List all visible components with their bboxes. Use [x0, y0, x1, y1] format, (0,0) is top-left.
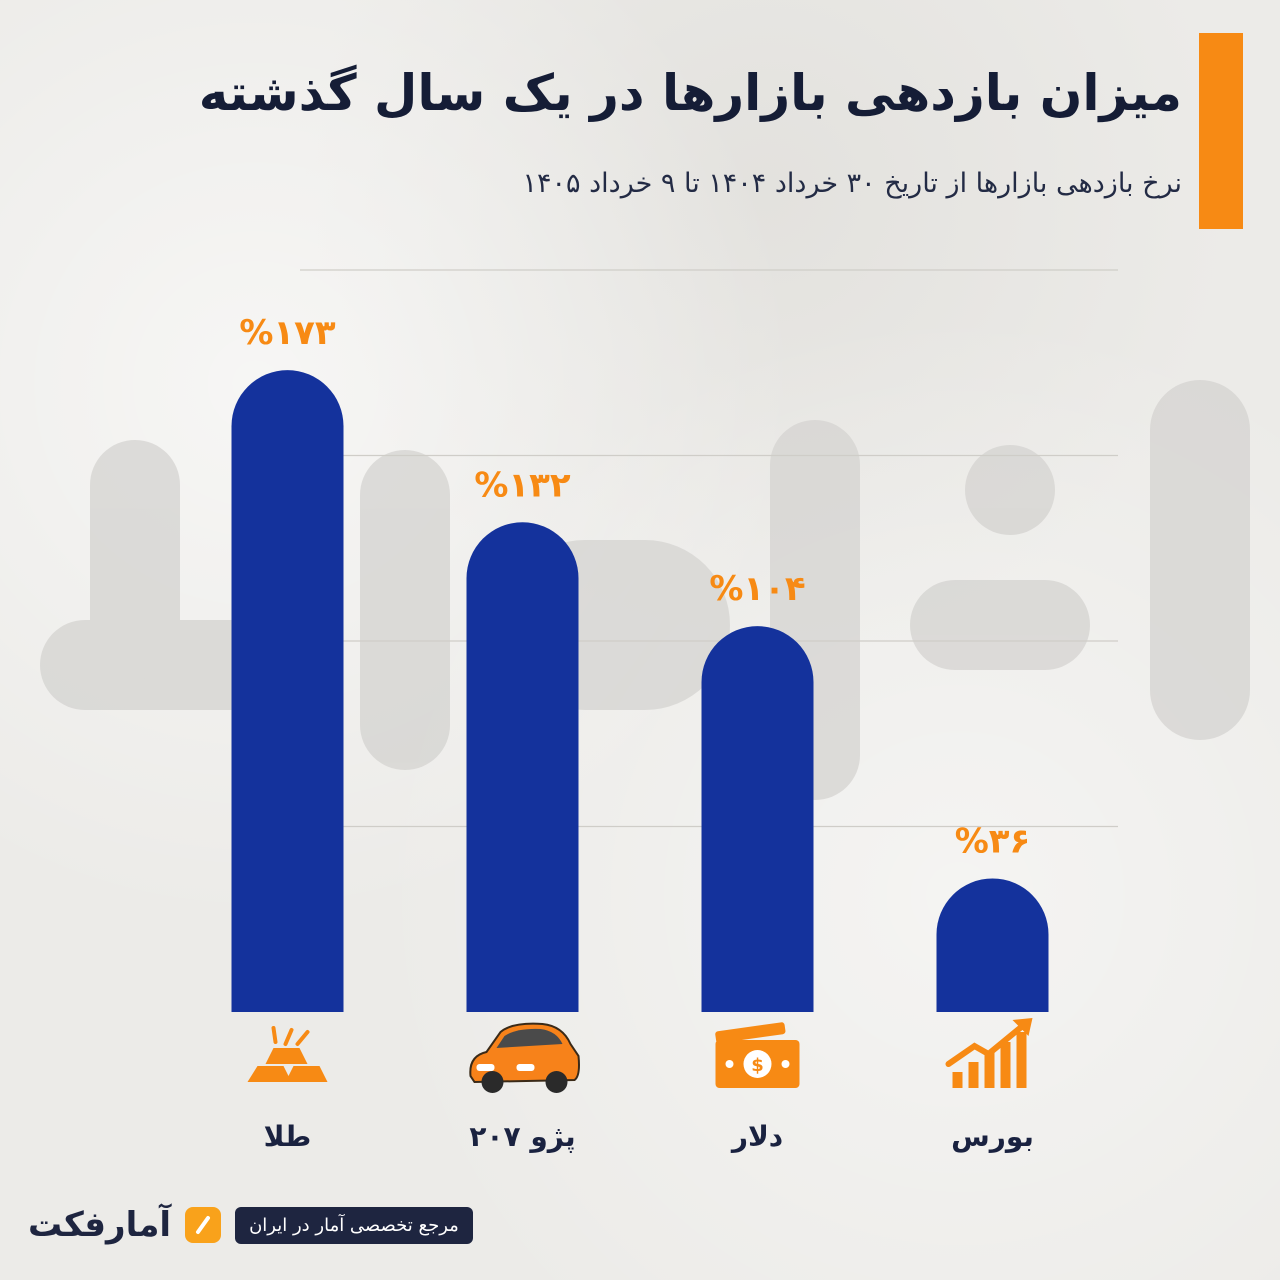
brand-logo: آمارفکت — [28, 1205, 172, 1245]
data-label: %۱۷۳ — [239, 313, 336, 353]
banknote-icon: $ — [715, 1022, 800, 1088]
bar — [466, 522, 579, 1012]
brand-mark-icon — [185, 1207, 222, 1243]
brand-tagline: مرجع تخصصی آمار در ایران — [235, 1206, 473, 1244]
category-label: دلار — [730, 1120, 783, 1153]
stock-growth-icon — [945, 1018, 1033, 1088]
bar — [231, 370, 344, 1012]
bar — [936, 878, 1049, 1012]
chart-title: میزان بازدهی بازارها در یک سال گذشته — [198, 64, 1182, 122]
category-label: پژو ۲۰۷ — [469, 1120, 575, 1153]
chart-subtitle: نرخ بازدهی بازارها از تاریخ ۳۰ خرداد ۱۴۰… — [522, 168, 1182, 199]
data-label: %۱۰۴ — [709, 569, 805, 609]
category-label: طلا — [264, 1120, 312, 1153]
data-label: %۳۶ — [955, 821, 1031, 861]
title-accent-bar — [1199, 33, 1243, 229]
category-label: بورس — [951, 1120, 1034, 1153]
footer: آمارفکت مرجع تخصصی آمار در ایران — [28, 1198, 473, 1252]
svg-text:$: $ — [751, 1055, 764, 1076]
data-label: %۱۳۲ — [474, 465, 571, 505]
car-icon — [469, 1022, 580, 1093]
bar — [701, 626, 814, 1012]
gold-bars-icon — [247, 1026, 328, 1082]
